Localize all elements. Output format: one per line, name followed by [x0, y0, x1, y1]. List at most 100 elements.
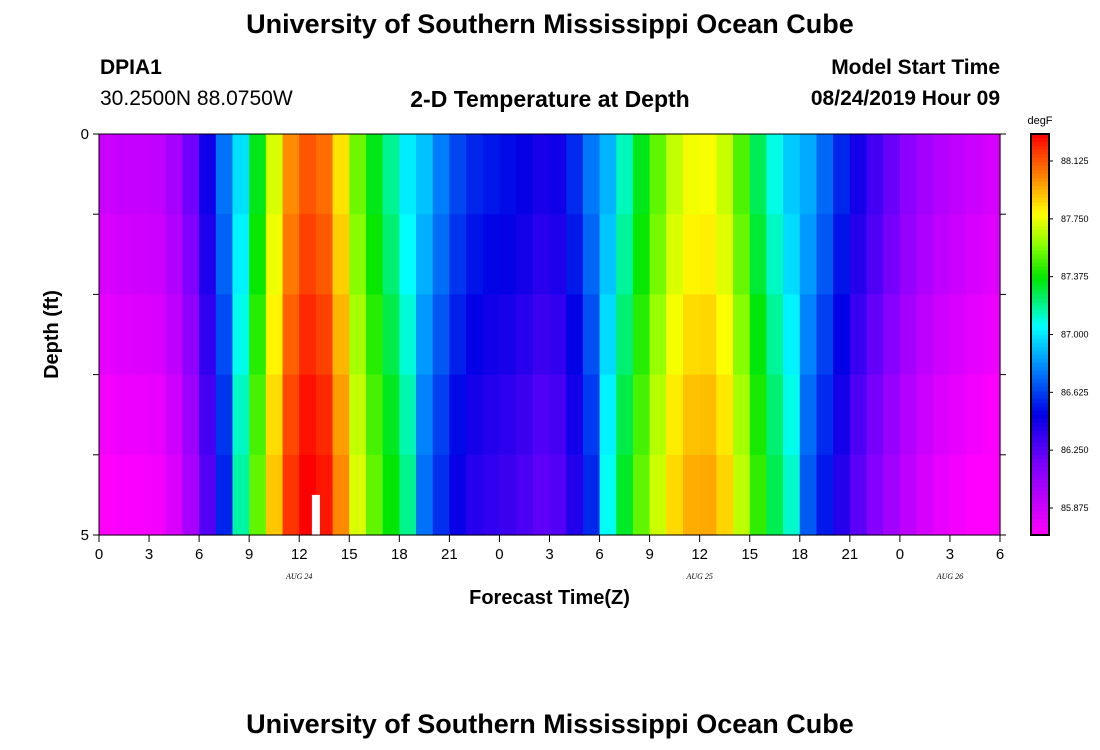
- heatmap-cell: [149, 454, 167, 536]
- day-label: AUG 24: [285, 572, 312, 581]
- heatmap-cell: [332, 214, 350, 295]
- heatmap-cell: [499, 214, 517, 295]
- heatmap-cell: [949, 214, 968, 295]
- heatmap-cell: [783, 294, 801, 376]
- heatmap-cell: [899, 214, 918, 295]
- color-scale-label: 86.250: [1061, 445, 1089, 455]
- heatmap-cell: [466, 214, 484, 295]
- heatmap-cell: [949, 294, 968, 376]
- heatmap-cell: [249, 294, 267, 376]
- color-scale-step: [1031, 490, 1049, 496]
- heatmap-cell: [866, 134, 884, 215]
- heatmap-cell: [416, 374, 434, 456]
- color-scale-step: [1031, 186, 1049, 191]
- color-scale-step: [1031, 410, 1049, 416]
- heatmap-cell: [666, 214, 684, 295]
- heatmap-cell: [966, 214, 984, 295]
- heatmap-cell: [866, 214, 884, 295]
- heatmap-cell: [399, 214, 417, 295]
- heatmap-cell: [733, 374, 751, 456]
- color-scale-step: [1031, 450, 1049, 456]
- color-scale-label: 87.000: [1061, 330, 1089, 340]
- x-tick-label: 6: [996, 546, 1004, 563]
- color-scale-step: [1031, 222, 1049, 227]
- heatmap-cell: [749, 374, 768, 456]
- heatmap-cell: [933, 454, 951, 536]
- heatmap-cell: [232, 214, 250, 295]
- color-scale-step: [1031, 506, 1049, 512]
- heatmap-cell: [566, 214, 584, 295]
- heatmap-cell: [466, 454, 484, 536]
- heatmap-cell: [833, 374, 851, 456]
- color-scale-step: [1031, 446, 1049, 452]
- heatmap-cell: [532, 454, 551, 536]
- color-scale-step: [1031, 398, 1049, 404]
- color-scale-step: [1031, 190, 1049, 195]
- heatmap-cell: [699, 454, 717, 536]
- heatmap-cell: [532, 214, 551, 295]
- heatmap-cell: [816, 214, 834, 295]
- color-scale-label: 85.875: [1061, 503, 1089, 513]
- color-scale-step: [1031, 226, 1049, 231]
- heatmap-cell: [299, 214, 317, 295]
- color-scale-step: [1031, 258, 1049, 263]
- heatmap-cell: [399, 134, 417, 215]
- heatmap-cell: [983, 454, 1001, 536]
- color-scale-step: [1031, 342, 1049, 348]
- heatmap-cell: [566, 294, 584, 376]
- heatmap-cell: [282, 214, 300, 295]
- color-scale-step: [1031, 406, 1049, 412]
- heatmap-cell: [299, 134, 317, 215]
- y-tick-label: 0: [81, 126, 89, 143]
- heatmap-cell: [382, 134, 400, 215]
- color-scale-step: [1031, 274, 1049, 279]
- heatmap-cell: [766, 214, 784, 295]
- heatmap-cell: [99, 374, 117, 456]
- x-tick-label: 21: [441, 546, 458, 563]
- color-scale-step: [1031, 514, 1049, 520]
- heatmap-cell: [349, 454, 367, 536]
- heatmap-cell: [866, 454, 884, 536]
- heatmap-cell: [766, 294, 784, 376]
- color-scale-step: [1031, 350, 1049, 356]
- color-scale-step: [1031, 394, 1049, 400]
- color-scale-step: [1031, 486, 1049, 492]
- heatmap-cell: [599, 294, 617, 376]
- heatmap-cell: [699, 294, 717, 376]
- heatmap-cell: [916, 214, 934, 295]
- color-scale-step: [1031, 478, 1049, 484]
- heatmap-cell: [332, 374, 350, 456]
- heatmap-cell: [449, 374, 467, 456]
- x-tick-label: 15: [341, 546, 358, 563]
- color-scale-step: [1031, 194, 1049, 199]
- heatmap-cell: [916, 294, 934, 376]
- color-scale-step: [1031, 206, 1049, 211]
- heatmap-cell: [115, 134, 133, 215]
- heatmap-cell: [99, 454, 117, 536]
- heatmap-cell: [482, 374, 501, 456]
- color-scale-step: [1031, 326, 1049, 332]
- heatmap-cell: [883, 454, 901, 536]
- color-scale-step: [1031, 358, 1049, 364]
- heatmap-cell: [516, 214, 534, 295]
- color-scale-step: [1031, 294, 1049, 300]
- color-scale-step: [1031, 230, 1049, 235]
- color-scale-step: [1031, 218, 1049, 223]
- x-tick-label: 15: [741, 546, 758, 563]
- color-scale-step: [1031, 454, 1049, 460]
- heatmap-cell: [833, 134, 851, 215]
- color-scale-step: [1031, 170, 1049, 175]
- heatmap-cell: [549, 374, 567, 456]
- heatmap-cell: [582, 454, 601, 536]
- color-scale-step: [1031, 270, 1049, 275]
- heatmap-cell: [616, 454, 634, 536]
- heatmap-cell: [382, 374, 400, 456]
- heatmap-cell: [699, 374, 717, 456]
- heatmap-cell: [249, 374, 267, 456]
- heatmap-cell: [849, 454, 868, 536]
- heatmap-cell: [349, 294, 367, 376]
- color-scale-step: [1031, 482, 1049, 488]
- heatmap-cell: [165, 214, 184, 295]
- heatmap-cell: [733, 214, 751, 295]
